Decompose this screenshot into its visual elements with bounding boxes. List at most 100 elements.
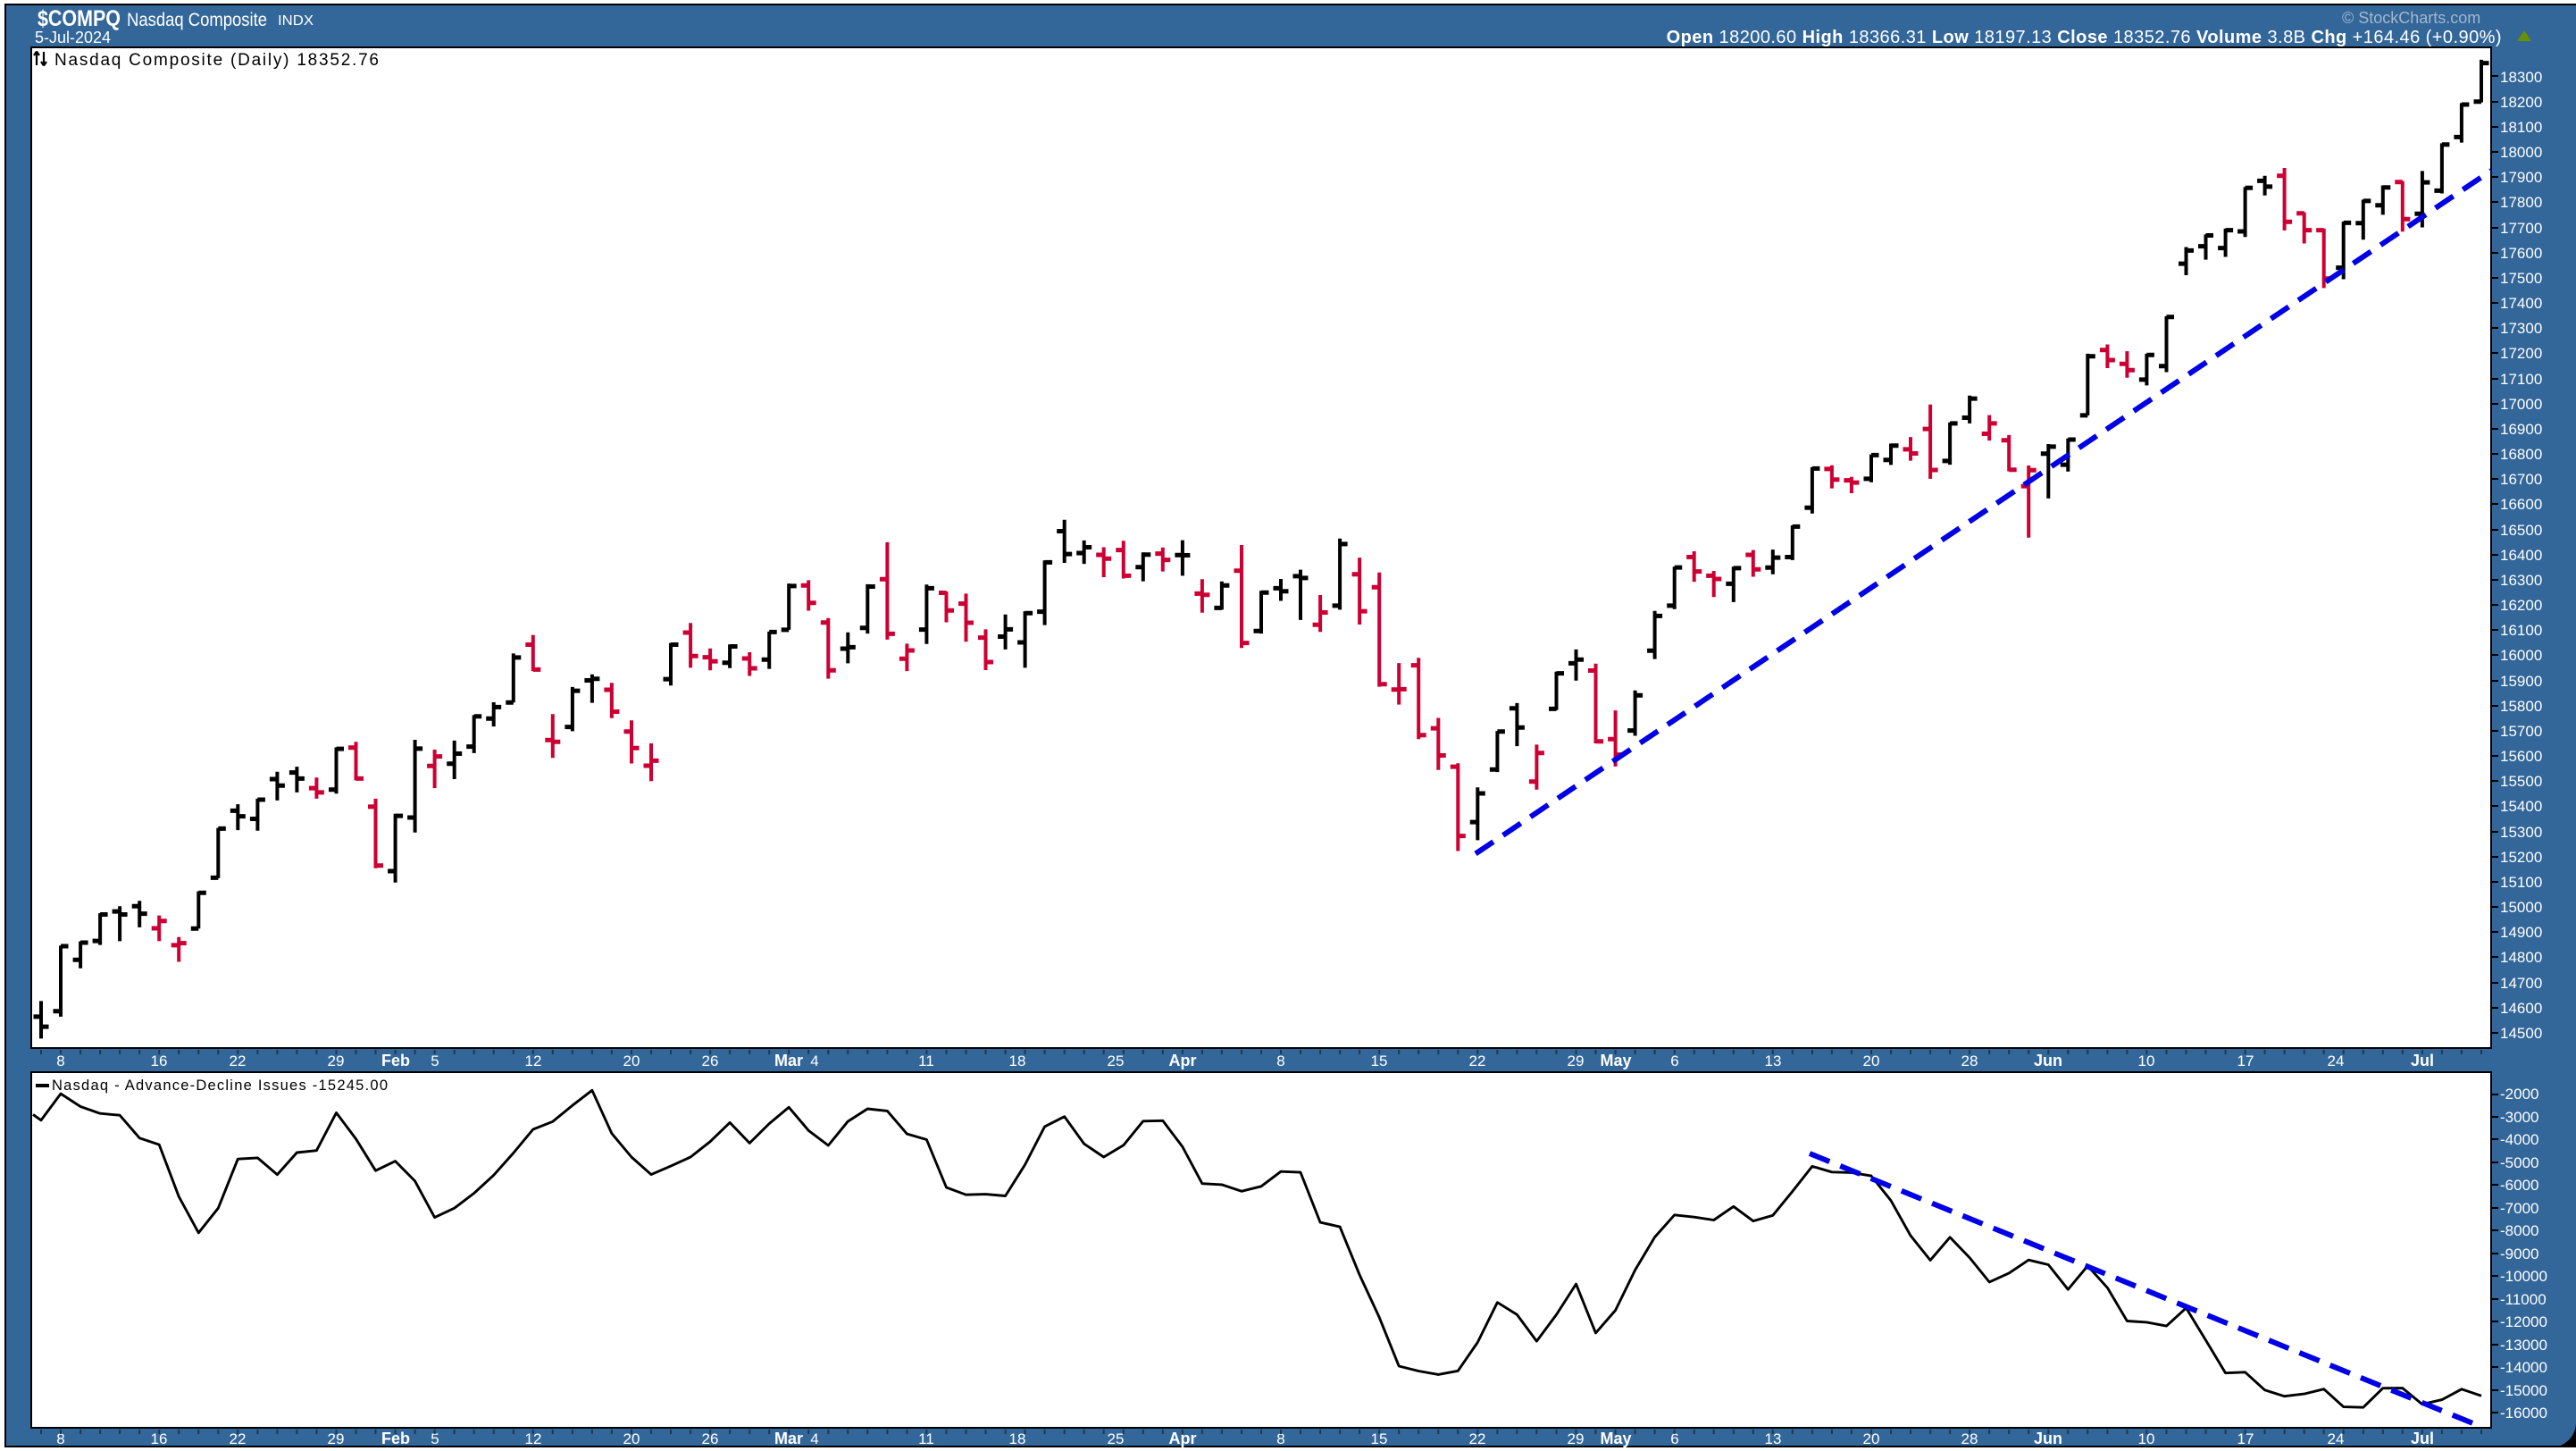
svg-text:May: May bbox=[1600, 1052, 1631, 1069]
svg-text:-14000: -14000 bbox=[2500, 1359, 2547, 1376]
svg-text:Jul: Jul bbox=[2411, 1052, 2434, 1069]
svg-text:17: 17 bbox=[2237, 1430, 2254, 1447]
svg-text:15000: 15000 bbox=[2500, 899, 2542, 916]
svg-text:29: 29 bbox=[1568, 1430, 1585, 1447]
svg-text:-10000: -10000 bbox=[2500, 1268, 2547, 1285]
svg-text:14700: 14700 bbox=[2500, 975, 2542, 992]
svg-text:-4000: -4000 bbox=[2500, 1131, 2538, 1148]
svg-text:26: 26 bbox=[702, 1053, 719, 1069]
svg-text:11: 11 bbox=[918, 1430, 934, 1447]
svg-text:24: 24 bbox=[2328, 1053, 2345, 1069]
svg-text:-15000: -15000 bbox=[2500, 1382, 2547, 1399]
svg-text:INDX: INDX bbox=[278, 13, 314, 29]
svg-text:12: 12 bbox=[525, 1430, 542, 1447]
svg-text:12: 12 bbox=[525, 1053, 542, 1069]
svg-text:17500: 17500 bbox=[2500, 270, 2542, 287]
svg-text:16500: 16500 bbox=[2500, 522, 2542, 539]
svg-text:16100: 16100 bbox=[2500, 622, 2542, 639]
svg-text:20: 20 bbox=[1863, 1430, 1880, 1447]
svg-text:15: 15 bbox=[1371, 1053, 1388, 1069]
svg-text:Jun: Jun bbox=[2034, 1430, 2062, 1447]
svg-text:15700: 15700 bbox=[2500, 723, 2542, 740]
svg-text:6: 6 bbox=[1670, 1053, 1678, 1069]
svg-text:-9000: -9000 bbox=[2500, 1246, 2538, 1262]
svg-text:16400: 16400 bbox=[2500, 547, 2542, 564]
svg-text:20: 20 bbox=[623, 1053, 640, 1069]
svg-text:15: 15 bbox=[1371, 1430, 1388, 1447]
svg-text:4: 4 bbox=[810, 1430, 818, 1447]
svg-text:16600: 16600 bbox=[2500, 496, 2542, 513]
svg-text:16300: 16300 bbox=[2500, 572, 2542, 589]
svg-text:15100: 15100 bbox=[2500, 874, 2542, 891]
svg-text:18200: 18200 bbox=[2500, 94, 2542, 111]
svg-text:18000: 18000 bbox=[2500, 144, 2542, 161]
svg-text:8: 8 bbox=[1276, 1430, 1284, 1447]
svg-text:29: 29 bbox=[1568, 1053, 1585, 1069]
svg-text:22: 22 bbox=[1469, 1430, 1486, 1447]
svg-text:-5000: -5000 bbox=[2500, 1154, 2538, 1171]
svg-text:17000: 17000 bbox=[2500, 396, 2542, 413]
svg-text:Nasdaq - Advance-Decline Issue: Nasdaq - Advance-Decline Issues -15245.0… bbox=[52, 1078, 388, 1094]
svg-text:-6000: -6000 bbox=[2500, 1177, 2538, 1194]
svg-text:24: 24 bbox=[2328, 1430, 2345, 1447]
svg-text:17300: 17300 bbox=[2500, 320, 2542, 337]
svg-text:16800: 16800 bbox=[2500, 446, 2542, 463]
svg-text:25: 25 bbox=[1108, 1430, 1125, 1447]
svg-text:-11000: -11000 bbox=[2500, 1291, 2547, 1308]
svg-text:Jul: Jul bbox=[2411, 1430, 2434, 1447]
svg-text:5: 5 bbox=[431, 1053, 439, 1069]
svg-text:16000: 16000 bbox=[2500, 647, 2542, 664]
svg-text:-16000: -16000 bbox=[2500, 1405, 2547, 1422]
svg-text:17600: 17600 bbox=[2500, 245, 2542, 262]
svg-text:$COMPQ: $COMPQ bbox=[38, 6, 121, 31]
svg-text:May: May bbox=[1600, 1430, 1631, 1447]
svg-text:15500: 15500 bbox=[2500, 773, 2542, 790]
svg-text:© StockCharts.com: © StockCharts.com bbox=[2342, 9, 2480, 27]
svg-text:10: 10 bbox=[2138, 1430, 2155, 1447]
svg-text:17100: 17100 bbox=[2500, 371, 2542, 388]
svg-text:13: 13 bbox=[1765, 1053, 1782, 1069]
svg-text:15400: 15400 bbox=[2500, 798, 2542, 815]
svg-text:Feb: Feb bbox=[381, 1052, 410, 1069]
svg-text:16: 16 bbox=[151, 1430, 168, 1447]
svg-text:-7000: -7000 bbox=[2500, 1200, 2538, 1217]
svg-text:26: 26 bbox=[702, 1430, 719, 1447]
svg-text:20: 20 bbox=[623, 1430, 640, 1447]
svg-text:17400: 17400 bbox=[2500, 295, 2542, 312]
svg-text:Nasdaq Composite (Daily) 18352: Nasdaq Composite (Daily) 18352.76 bbox=[54, 51, 379, 70]
svg-text:28: 28 bbox=[1961, 1053, 1978, 1069]
svg-text:-2000: -2000 bbox=[2500, 1086, 2538, 1103]
svg-text:29: 29 bbox=[328, 1053, 345, 1069]
svg-text:Jun: Jun bbox=[2034, 1052, 2062, 1069]
svg-text:18: 18 bbox=[1009, 1430, 1026, 1447]
svg-text:11: 11 bbox=[918, 1053, 934, 1069]
svg-text:15200: 15200 bbox=[2500, 849, 2542, 866]
svg-text:29: 29 bbox=[328, 1430, 345, 1447]
svg-text:15600: 15600 bbox=[2500, 748, 2542, 765]
svg-text:8: 8 bbox=[1276, 1053, 1284, 1069]
svg-text:-13000: -13000 bbox=[2500, 1337, 2547, 1354]
svg-text:28: 28 bbox=[1961, 1430, 1978, 1447]
svg-text:14600: 14600 bbox=[2500, 1000, 2542, 1017]
svg-text:16: 16 bbox=[151, 1053, 168, 1069]
svg-text:Apr: Apr bbox=[1169, 1430, 1197, 1447]
svg-text:Nasdaq Composite: Nasdaq Composite bbox=[127, 10, 267, 30]
svg-text:10: 10 bbox=[2138, 1053, 2155, 1069]
svg-text:14800: 14800 bbox=[2500, 949, 2542, 966]
svg-text:Mar: Mar bbox=[774, 1430, 803, 1447]
svg-text:Apr: Apr bbox=[1169, 1052, 1197, 1069]
svg-text:8: 8 bbox=[56, 1430, 64, 1447]
svg-text:17200: 17200 bbox=[2500, 345, 2542, 362]
svg-text:-8000: -8000 bbox=[2500, 1222, 2538, 1239]
svg-text:Open 18200.60 High 18366.31 Lo: Open 18200.60 High 18366.31 Low 18197.13… bbox=[1667, 28, 2502, 47]
svg-text:22: 22 bbox=[230, 1430, 247, 1447]
svg-text:17900: 17900 bbox=[2500, 169, 2542, 186]
svg-text:4: 4 bbox=[810, 1053, 818, 1069]
svg-text:22: 22 bbox=[230, 1053, 247, 1069]
svg-text:8: 8 bbox=[56, 1053, 64, 1069]
svg-text:-12000: -12000 bbox=[2500, 1313, 2547, 1330]
svg-text:15900: 15900 bbox=[2500, 673, 2542, 690]
svg-text:18300: 18300 bbox=[2500, 69, 2542, 86]
svg-text:16900: 16900 bbox=[2500, 421, 2542, 438]
svg-text:Feb: Feb bbox=[381, 1430, 410, 1447]
